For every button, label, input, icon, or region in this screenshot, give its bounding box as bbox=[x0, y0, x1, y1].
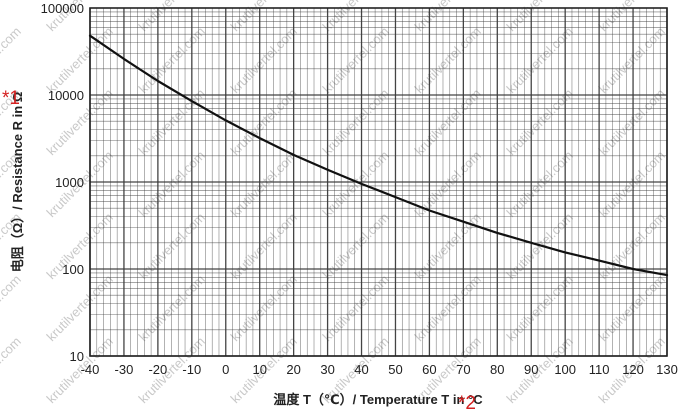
grid-minor-lines bbox=[90, 8, 667, 356]
watermark-text: krutilvertel.com bbox=[596, 210, 668, 282]
watermark-text: krutilvertel.com bbox=[596, 86, 668, 158]
x-axis-title: 温度 T（℃）/ Temperature T in °C bbox=[273, 392, 483, 407]
watermark-text: krutilvertel.com bbox=[596, 148, 668, 220]
x-tick-label: 120 bbox=[622, 362, 644, 377]
watermark-text: krutilvertel.com bbox=[320, 210, 392, 282]
x-tick-label: -40 bbox=[81, 362, 100, 377]
x-tick-label: 100 bbox=[554, 362, 576, 377]
x-tick-label: 10 bbox=[252, 362, 266, 377]
watermark-text: krutilvertel.com bbox=[320, 148, 392, 220]
x-tick-label: -20 bbox=[148, 362, 167, 377]
x-tick-label: 90 bbox=[524, 362, 538, 377]
watermark-text: krutilvertel.com bbox=[228, 210, 300, 282]
y-tick-label: 10 bbox=[70, 349, 84, 364]
y-tick-labels: 100000 10000 1000 100 10 bbox=[41, 1, 84, 364]
curve-layer bbox=[88, 34, 669, 277]
watermark-text: krutilvertel.com bbox=[0, 334, 24, 406]
x-tick-label: 40 bbox=[354, 362, 368, 377]
annotation-1: *1 bbox=[2, 88, 20, 109]
watermark-text: krutilvertel.com bbox=[596, 24, 668, 96]
watermark-text: krutilvertel.com bbox=[0, 24, 24, 96]
watermark-text: krutilvertel.com bbox=[320, 86, 392, 158]
x-tick-label: -10 bbox=[182, 362, 201, 377]
plot-frame bbox=[89, 7, 668, 357]
x-tick-label: 20 bbox=[286, 362, 300, 377]
y-tick-label: 100000 bbox=[41, 1, 84, 16]
x-tick-label: -30 bbox=[115, 362, 134, 377]
x-tick-label: 30 bbox=[320, 362, 334, 377]
watermark-text: krutilvertel.com bbox=[228, 86, 300, 158]
annotation-2: *2 bbox=[458, 393, 476, 414]
resistance-curve bbox=[88, 34, 669, 277]
y-axis-title: 电阻（Ω）/ Resistance R in Ω bbox=[10, 92, 25, 273]
x-tick-label: 60 bbox=[422, 362, 436, 377]
watermark-text: krutilvertel.com bbox=[320, 24, 392, 96]
x-tick-label: 50 bbox=[388, 362, 402, 377]
watermark-text: krutilvertel.com bbox=[228, 24, 300, 96]
x-tick-label: 70 bbox=[456, 362, 470, 377]
watermark-text: krutilvertel.com bbox=[228, 148, 300, 220]
x-tick-label: 80 bbox=[490, 362, 504, 377]
x-tick-label: 0 bbox=[222, 362, 229, 377]
x-tick-label: 130 bbox=[656, 362, 678, 377]
watermark-text: krutilvertel.com bbox=[0, 272, 24, 344]
watermark-text: krutilvertel.com bbox=[44, 24, 116, 96]
x-tick-label: 110 bbox=[589, 362, 610, 377]
x-tick-labels: -40 -30 -20 -10 0 10 20 30 40 50 60 70 80 90 100 110 120… bbox=[81, 362, 678, 377]
y-tick-label: 100 bbox=[62, 262, 84, 277]
y-tick-label: 1000 bbox=[55, 175, 84, 190]
y-tick-label: 10000 bbox=[48, 88, 84, 103]
